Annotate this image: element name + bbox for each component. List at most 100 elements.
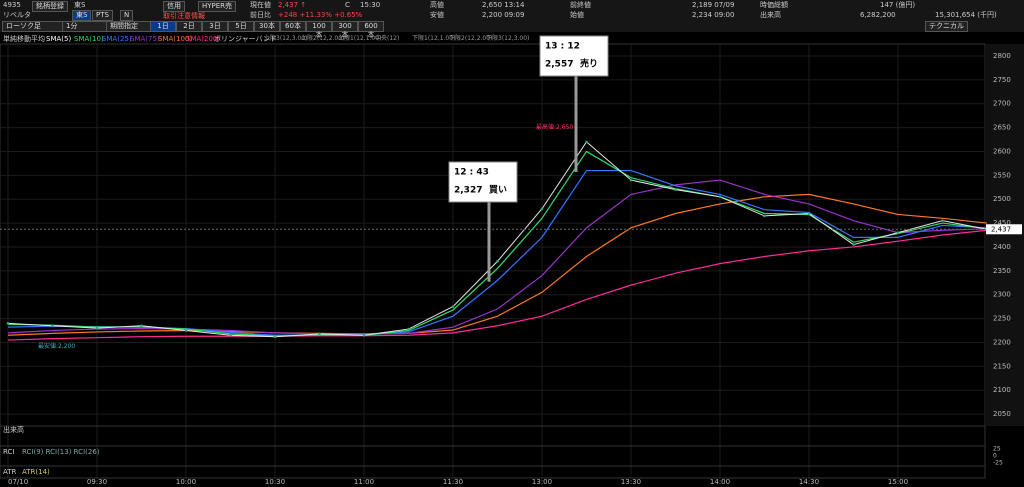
price-point (451, 305, 455, 308)
pts-button[interactable]: PTS (92, 10, 113, 21)
y-tick-label: 2550 (993, 171, 1011, 179)
cap: 147 (億円) (880, 1, 916, 9)
label: 前日比 (250, 11, 271, 19)
sub-panel (0, 425, 986, 447)
panel-title: ATR (3, 468, 17, 476)
low: 2,200 09:09 (482, 11, 525, 19)
stock-name: リベルタ (3, 11, 31, 19)
low-note: 最安値:2,200 (38, 342, 75, 350)
legend-item: SMA(5) (46, 35, 72, 43)
change: +248 +11.33% +0.65% (278, 11, 363, 19)
legend-item: 下限3(12,3.00) (486, 35, 530, 42)
x-tick-label: 11:00 (354, 478, 374, 486)
y-tick-label: 2450 (993, 219, 1011, 227)
price-point (674, 188, 677, 191)
panel-title: 出来高 (3, 426, 24, 434)
y-tick-label: 2300 (993, 291, 1011, 299)
price-point (318, 332, 321, 336)
y-tick-label: 2200 (993, 338, 1011, 346)
technical-button[interactable]: テクニカル (925, 21, 968, 32)
annotation-time: 12 : 43 (454, 168, 489, 178)
legend-item: SMA(200) (186, 35, 221, 43)
hyper-button[interactable]: HYPER売 (198, 1, 237, 12)
x-tick-label: 13:00 (532, 478, 552, 486)
price-point (184, 329, 188, 332)
price-point (540, 207, 544, 211)
n-button[interactable]: N (120, 10, 134, 21)
plot-area (0, 43, 986, 427)
price-point (407, 327, 410, 331)
y-tick-label: 2650 (993, 124, 1011, 132)
notice[interactable]: 取引注意情報 (163, 12, 205, 20)
legend-item: 下限2(12,2.00) (449, 35, 493, 42)
sub-panel (0, 465, 986, 479)
price-point (95, 326, 99, 330)
last-label: 2,437 (991, 225, 1011, 233)
market: 東S (74, 1, 86, 9)
y-tick-label: 2150 (993, 362, 1011, 370)
x-tick-label: 10:00 (176, 478, 196, 486)
label: 前終値 (570, 1, 591, 9)
last-box (986, 224, 1022, 235)
y-tick-label: 2350 (993, 267, 1011, 275)
rci-tick: 0 (993, 453, 997, 460)
volume: 6,282,200 (860, 11, 896, 19)
price-point (6, 322, 10, 325)
x-tick-label: 07/10 (8, 478, 28, 486)
y-tick-label: 2700 (993, 100, 1011, 108)
price-point (273, 335, 277, 339)
price-point (896, 231, 900, 234)
x-tick-label: 13:30 (621, 478, 641, 486)
range-button[interactable]: 300本 (332, 21, 358, 39)
legend-item: ボリンジャーバンド (214, 35, 277, 43)
x-tick-label: 09:30 (87, 478, 107, 486)
price-point (229, 333, 232, 337)
c: C (345, 1, 350, 9)
range-button[interactable]: 30本 (254, 21, 280, 32)
range-button[interactable]: 600本 (358, 21, 384, 39)
y-tick-label: 2100 (993, 386, 1011, 394)
annotation-side: 売り (580, 58, 598, 70)
register-button[interactable]: 銘柄登録 (32, 1, 68, 12)
legend-item: 上限3(12,3.00) (264, 35, 308, 42)
annotation-time: 13 : 12 (545, 42, 580, 52)
y-tick-label: 2500 (993, 195, 1011, 203)
code: 4935 (3, 1, 21, 9)
range-button[interactable]: 60本 (280, 21, 306, 32)
legend-item: SMA(25) (102, 35, 132, 43)
price-point (629, 178, 633, 182)
range-button[interactable]: 100本 (306, 21, 332, 39)
x-tick-label: 14:00 (710, 478, 730, 486)
annotation-price: 2,327 (454, 186, 482, 196)
price-point (585, 140, 588, 144)
range-button[interactable]: 5日 (228, 21, 254, 32)
range-button[interactable]: 2日 (176, 21, 202, 32)
panel-items: RCI(9) RCI(13) RCI(26) (22, 448, 100, 456)
label: 出来高 (760, 11, 781, 19)
sub-panel (0, 445, 986, 467)
panel-title: RCI (3, 448, 15, 456)
open: 2,234 09:00 (692, 11, 735, 19)
legend-item: SMA(100) (158, 35, 193, 43)
price-point (852, 243, 855, 246)
credit-button[interactable]: 信用 (163, 1, 185, 12)
y-tick-label: 2400 (993, 243, 1011, 251)
legend-item: SMA(75) (130, 35, 160, 43)
x-tick-label: 15:00 (888, 478, 908, 486)
x-tick-label: 10:30 (265, 478, 285, 486)
sma-line (7, 229, 988, 341)
high: 2,650 13:14 (482, 1, 525, 9)
x-tick-label: 11:30 (443, 478, 463, 486)
market-button[interactable]: 東S (72, 10, 92, 21)
annotation-box (539, 35, 609, 77)
range-button[interactable]: 3日 (202, 21, 228, 32)
range-button[interactable]: 1日 (150, 21, 176, 32)
current-price: 2,437 ↑ (278, 1, 307, 9)
price-point (941, 219, 944, 222)
label: 現在値 (250, 1, 271, 9)
annotation-box (448, 161, 518, 203)
high-note: 最高値:2,650 (536, 123, 573, 131)
y-tick-label: 2250 (993, 315, 1011, 323)
label: 時価総額 (760, 1, 788, 9)
